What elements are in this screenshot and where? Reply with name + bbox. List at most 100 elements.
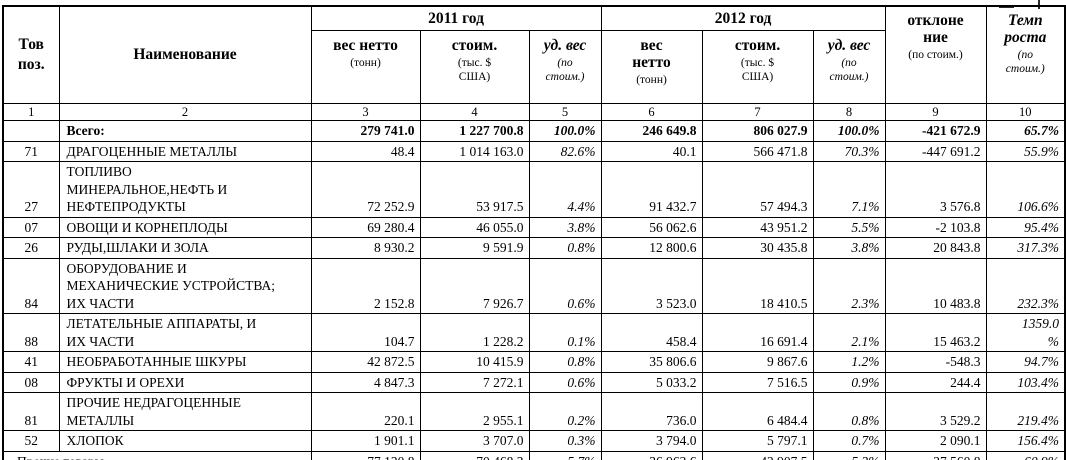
column-number: 9 xyxy=(884,103,987,121)
cell-commodity-code xyxy=(2,120,60,142)
cell-growth-rate: 95.4% xyxy=(985,216,1066,238)
cell-net-weight-2012: 736.0 xyxy=(600,392,703,431)
cell-deviation: 20 843.8 xyxy=(884,237,987,259)
table-row: 08 ФРУКТЫ И ОРЕХИ 4 847.3 7 272.1 0.6% 5… xyxy=(2,371,1066,393)
cell-value-2011: 2 955.1 xyxy=(419,392,530,431)
cell-value-2011: 3 707.0 xyxy=(419,430,530,452)
cell-net-weight-2012: 40.1 xyxy=(600,140,703,162)
cell-share-2011: 0.3% xyxy=(528,430,602,452)
column-number: 1 xyxy=(2,103,60,121)
trade-summary-table: Тов поз. Наименование 2011 год 2012 год … xyxy=(2,5,1066,460)
cell-commodity-name: ЛЕТАТЕЛЬНЫЕ АППАРАТЫ, И ИХ ЧАСТИ xyxy=(58,313,312,352)
cell-net-weight-2012: 91 432.7 xyxy=(600,161,703,218)
table-row: 81 ПРОЧИЕ НЕДРАГОЦЕННЫЕ МЕТАЛЛЫ 220.1 2 … xyxy=(2,392,1066,431)
header-net-weight-2012: вес нетто (тонн) xyxy=(600,30,703,104)
cell-value-2012: 42 907.5 xyxy=(701,450,814,460)
cell-net-weight-2011: 77 130.8 xyxy=(310,450,421,460)
cell-deviation: 2 090.1 xyxy=(884,430,987,452)
table-body: Всего: 279 741.0 1 227 700.8 100.0% 246 … xyxy=(2,120,1066,460)
cell-share-2011: 82.6% xyxy=(528,140,602,162)
cell-value-2011: 7 272.1 xyxy=(419,371,530,393)
cell-net-weight-2011: 42 872.5 xyxy=(310,351,421,373)
growth-rate-label: Темп роста xyxy=(1004,12,1047,46)
cell-net-weight-2012: 36 962.6 xyxy=(600,450,703,460)
cell-net-weight-2012: 3 794.0 xyxy=(600,430,703,452)
cell-commodity-code: 27 xyxy=(2,161,60,218)
cell-value-2011: 70 468.3 xyxy=(419,450,530,460)
cell-value-2012: 7 516.5 xyxy=(701,371,814,393)
cell-value-2012: 9 867.6 xyxy=(701,351,814,373)
cell-commodity-name: НЕОБРАБОТАННЫЕ ШКУРЫ xyxy=(58,351,312,373)
cell-net-weight-2011: 2 152.8 xyxy=(310,257,421,314)
deviation-label: отклоне ние xyxy=(907,12,964,46)
cell-value-2011: 1 228.2 xyxy=(419,313,530,352)
cropped-text-artifact xyxy=(1038,0,1040,9)
cell-value-2012: 806 027.9 xyxy=(701,120,814,142)
cell-commodity-name: ОВОЩИ И КОРНЕПЛОДЫ xyxy=(58,216,312,238)
cell-value-2011: 7 926.7 xyxy=(419,257,530,314)
cell-share-2011: 0.8% xyxy=(528,237,602,259)
cell-commodity-name: ПРОЧИЕ НЕДРАГОЦЕННЫЕ МЕТАЛЛЫ xyxy=(58,392,312,431)
header-commodity-code: Тов поз. xyxy=(2,5,60,104)
cell-commodity-name: ФРУКТЫ И ОРЕХИ xyxy=(58,371,312,393)
cell-commodity-name: Всего: xyxy=(58,120,312,142)
cell-value-2012: 5 797.1 xyxy=(701,430,814,452)
header-row-measures: вес нетто (тонн) стоим. (тыс. $ США) уд.… xyxy=(3,30,1065,104)
cell-growth-rate: 232.3% xyxy=(985,257,1066,314)
cell-share-2011: 0.1% xyxy=(528,313,602,352)
column-number: 8 xyxy=(812,103,886,121)
cell-value-2012: 43 951.2 xyxy=(701,216,814,238)
cell-commodity-code: 26 xyxy=(2,237,60,259)
table-header: Тов поз. Наименование 2011 год 2012 год … xyxy=(2,5,1066,121)
table-row: 52 ХЛОПОК 1 901.1 3 707.0 0.3% 3 794.0 5… xyxy=(2,430,1066,452)
column-number: 3 xyxy=(310,103,421,121)
cell-share-2012: 0.7% xyxy=(812,430,886,452)
cell-deviation: -548.3 xyxy=(884,351,987,373)
cell-share-2011: 0.8% xyxy=(528,351,602,373)
cell-commodity-name: ХЛОПОК xyxy=(58,430,312,452)
cell-value-2011: 1 014 163.0 xyxy=(419,140,530,162)
cell-commodity-name: Прочие товары xyxy=(2,450,312,460)
cell-share-2011: 100.0% xyxy=(528,120,602,142)
column-number: 2 xyxy=(58,103,312,121)
growth-rate-unit: (по стоим.) xyxy=(1005,49,1045,75)
cell-growth-rate: 156.4% xyxy=(985,430,1066,452)
cell-value-2011: 1 227 700.8 xyxy=(419,120,530,142)
cell-share-2012: 5.3% xyxy=(812,450,886,460)
cell-commodity-name: ОБОРУДОВАНИЕ И МЕХАНИЧЕСКИЕ УСТРОЙСТВА; … xyxy=(58,257,312,314)
header-year-2011: 2011 год xyxy=(310,5,602,31)
cell-net-weight-2011: 4 847.3 xyxy=(310,371,421,393)
cell-commodity-code: 84 xyxy=(2,257,60,314)
cell-commodity-code: 07 xyxy=(2,216,60,238)
cell-deviation: -2 103.8 xyxy=(884,216,987,238)
cell-net-weight-2012: 12 800.6 xyxy=(600,237,703,259)
cell-value-2011: 46 055.0 xyxy=(419,216,530,238)
table-row: 07 ОВОЩИ И КОРНЕПЛОДЫ 69 280.4 46 055.0 … xyxy=(2,216,1066,238)
deviation-unit: (по стоим.) xyxy=(908,49,963,61)
table-row: 71 ДРАГОЦЕННЫЕ МЕТАЛЛЫ 48.4 1 014 163.0 … xyxy=(2,140,1066,162)
cell-net-weight-2012: 56 062.6 xyxy=(600,216,703,238)
cell-net-weight-2011: 1 901.1 xyxy=(310,430,421,452)
cell-deviation: -421 672.9 xyxy=(884,120,987,142)
column-number: 10 xyxy=(985,103,1066,121)
cell-growth-rate: 1359.0 % xyxy=(985,313,1066,352)
cell-net-weight-2011: 8 930.2 xyxy=(310,237,421,259)
table-row: 27 ТОПЛИВО МИНЕРАЛЬНОЕ,НЕФТЬ И НЕФТЕПРОД… xyxy=(2,161,1066,218)
cell-commodity-code: 88 xyxy=(2,313,60,352)
cell-deviation: 15 463.2 xyxy=(884,313,987,352)
cell-commodity-name: ТОПЛИВО МИНЕРАЛЬНОЕ,НЕФТЬ И НЕФТЕПРОДУКТ… xyxy=(58,161,312,218)
header-net-weight-2011: вес нетто (тонн) xyxy=(310,30,421,104)
cell-net-weight-2012: 3 523.0 xyxy=(600,257,703,314)
cell-deviation: -27 560.8 xyxy=(884,450,987,460)
cell-share-2011: 0.6% xyxy=(528,257,602,314)
cell-deviation: 3 576.8 xyxy=(884,161,987,218)
table-row: Прочие товары 77 130.8 70 468.3 5.7% 36 … xyxy=(2,450,1066,460)
cell-growth-rate: 219.4% xyxy=(985,392,1066,431)
header-year-2012: 2012 год xyxy=(600,5,886,31)
cell-value-2012: 30 435.8 xyxy=(701,237,814,259)
cell-commodity-code: 81 xyxy=(2,392,60,431)
cell-net-weight-2012: 35 806.6 xyxy=(600,351,703,373)
cell-share-2012: 5.5% xyxy=(812,216,886,238)
header-value-2011: стоим. (тыс. $ США) xyxy=(419,30,530,104)
